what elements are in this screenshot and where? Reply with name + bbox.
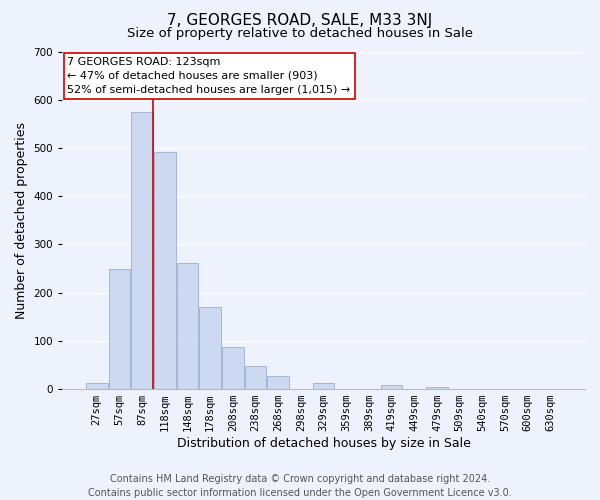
Bar xyxy=(268,376,289,389)
Bar xyxy=(199,307,221,389)
Bar xyxy=(86,383,107,389)
Bar xyxy=(222,346,244,389)
X-axis label: Distribution of detached houses by size in Sale: Distribution of detached houses by size … xyxy=(176,437,470,450)
Text: Contains HM Land Registry data © Crown copyright and database right 2024.
Contai: Contains HM Land Registry data © Crown c… xyxy=(88,474,512,498)
Bar xyxy=(426,386,448,389)
Bar xyxy=(131,112,153,389)
Bar xyxy=(245,366,266,389)
Y-axis label: Number of detached properties: Number of detached properties xyxy=(15,122,28,319)
Bar xyxy=(313,383,334,389)
Bar xyxy=(154,152,176,389)
Text: 7 GEORGES ROAD: 123sqm
← 47% of detached houses are smaller (903)
52% of semi-de: 7 GEORGES ROAD: 123sqm ← 47% of detached… xyxy=(67,56,350,96)
Text: 7, GEORGES ROAD, SALE, M33 3NJ: 7, GEORGES ROAD, SALE, M33 3NJ xyxy=(167,12,433,28)
Bar xyxy=(177,263,198,389)
Text: Size of property relative to detached houses in Sale: Size of property relative to detached ho… xyxy=(127,28,473,40)
Bar xyxy=(109,270,130,389)
Bar xyxy=(381,385,403,389)
